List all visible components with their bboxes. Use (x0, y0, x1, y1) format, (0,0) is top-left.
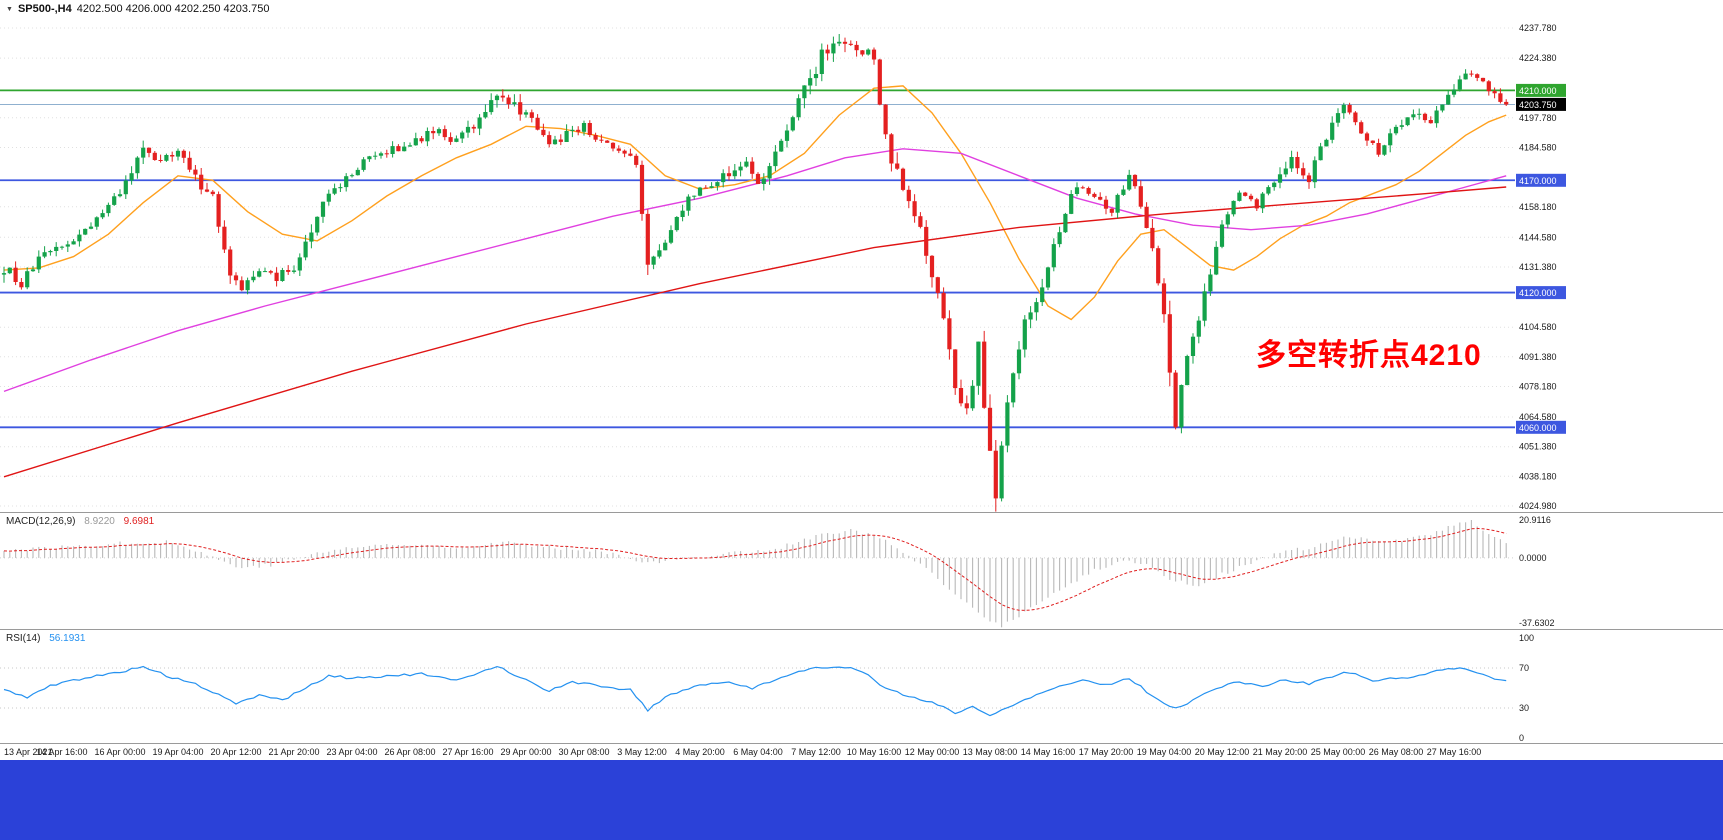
panel-separator[interactable] (0, 512, 1723, 513)
date-label: 26 Apr 08:00 (384, 747, 435, 757)
macd-label: MACD(12,26,9) 8.9220 9.6981 (6, 516, 154, 527)
macd-axis-label: 20.9116 (1519, 515, 1551, 525)
date-label: 4 May 20:00 (675, 747, 725, 757)
chart-title: ▼ SP500-,H4 4202.500 4206.000 4202.250 4… (6, 3, 269, 15)
rsi-name: RSI(14) (6, 633, 41, 644)
time-axis[interactable]: 13 Apr 2021 14 Apr 16:00 16 Apr 00:00 19 Ap… (0, 744, 1723, 760)
rsi-value: 56.1931 (49, 633, 86, 644)
price-axis-label: 4038.180 (1519, 471, 1557, 481)
ohlc-values: 4202.500 4206.000 4202.250 4203.750 (76, 3, 270, 15)
price-tag-4210.000: 4210.000 (1516, 83, 1566, 97)
date-label: 30 Apr 08:00 (558, 747, 609, 757)
macd-axis-label: -37.6302 (1519, 618, 1555, 628)
price-axis-label: 4144.580 (1519, 232, 1557, 242)
price-gridlines: 4237.780 4224.380 4197.780 4184.580 4158.180… (0, 23, 1557, 511)
macd-axis-label: 0.0000 (1519, 553, 1547, 563)
price-tag-4170.000: 4170.000 (1516, 173, 1566, 187)
price-axis-label: 4184.580 (1519, 143, 1557, 153)
date-label: 17 May 20:00 (1079, 747, 1134, 757)
symbol-marker-icon: ▼ (6, 5, 13, 13)
price-chart-canvas[interactable]: 4237.780 4224.380 4197.780 4184.580 4158.180… (0, 0, 1723, 513)
date-label: 23 Apr 04:00 (326, 747, 377, 757)
date-label: 7 May 12:00 (791, 747, 841, 757)
macd-canvas[interactable]: 20.9116 0.0000 -37.6302 (0, 513, 1723, 629)
svg-text:4120.000: 4120.000 (1519, 288, 1557, 298)
date-label: 27 May 16:00 (1427, 747, 1482, 757)
rsi-axis-label: 100 (1519, 633, 1534, 643)
price-axis-label: 4104.580 (1519, 322, 1557, 332)
date-label: 21 May 20:00 (1253, 747, 1308, 757)
date-label: 21 Apr 20:00 (268, 747, 319, 757)
price-axis-label: 4091.380 (1519, 352, 1557, 362)
ma-fast-orange (3, 85, 1507, 321)
price-axis-label: 4131.380 (1519, 262, 1557, 272)
rsi-panel[interactable]: 100 70 30 0 RSI(14) 56.1931 (0, 630, 1723, 744)
price-tag-4120.000: 4120.000 (1516, 286, 1566, 300)
date-label: 27 Apr 16:00 (442, 747, 493, 757)
price-axis-label: 4051.380 (1519, 442, 1557, 452)
pivot-annotation: 多空转折点4210 (1256, 339, 1482, 372)
macd-signal-line (3, 527, 1507, 611)
date-label: 20 Apr 12:00 (210, 747, 261, 757)
price-axis-label: 4064.580 (1519, 412, 1557, 422)
date-label: 25 May 00:00 (1311, 747, 1366, 757)
price-axis-label: 4078.180 (1519, 382, 1557, 392)
price-axis-label: 4224.380 (1519, 53, 1557, 63)
symbol-name: SP500-,H4 (17, 3, 72, 15)
candlestick-series (1, 34, 1509, 512)
date-label: 6 May 04:00 (733, 747, 783, 757)
date-label: 19 May 04:00 (1137, 747, 1192, 757)
date-label: 20 May 12:00 (1195, 747, 1250, 757)
rsi-label: RSI(14) 56.1931 (6, 633, 85, 644)
date-label: 29 Apr 00:00 (500, 747, 551, 757)
macd-panel[interactable]: 20.9116 0.0000 -37.6302 MACD(12,26,9) 8.92… (0, 513, 1723, 629)
svg-text:4170.000: 4170.000 (1519, 176, 1557, 186)
price-tag-4060.000: 4060.000 (1516, 420, 1566, 434)
price-axis-label: 4237.780 (1519, 23, 1557, 33)
ma-slow-red (3, 186, 1507, 478)
ma-medium-magenta (3, 148, 1507, 393)
macd-signal-value: 9.6981 (123, 516, 155, 527)
date-label: 14 May 16:00 (1021, 747, 1076, 757)
rsi-axis-label: 70 (1519, 663, 1529, 673)
macd-main-value: 8.9220 (84, 516, 115, 527)
date-label: 10 May 16:00 (847, 747, 902, 757)
date-label: 19 Apr 04:00 (152, 747, 203, 757)
price-tag-4203.750: 4203.750 (1516, 97, 1566, 111)
svg-text:4203.750: 4203.750 (1519, 100, 1557, 110)
price-axis-label: 4197.780 (1519, 113, 1557, 123)
rsi-line (3, 665, 1507, 717)
date-label: 13 Apr 2021 (4, 747, 53, 757)
date-label: 26 May 08:00 (1369, 747, 1424, 757)
price-chart-panel[interactable]: 4237.780 4224.380 4197.780 4184.580 4158.180… (0, 0, 1723, 513)
svg-text:4060.000: 4060.000 (1519, 423, 1557, 433)
panel-separator (0, 743, 1723, 744)
svg-text:4210.000: 4210.000 (1519, 86, 1557, 96)
date-label: 3 May 12:00 (617, 747, 667, 757)
rsi-axis-label: 30 (1519, 703, 1529, 713)
footer-bar (0, 760, 1723, 840)
date-label: 14 Apr 16:00 (36, 747, 87, 757)
macd-histogram (3, 520, 1507, 628)
price-axis-label: 4158.180 (1519, 202, 1557, 212)
rsi-canvas[interactable]: 100 70 30 0 (0, 630, 1723, 744)
macd-name: MACD(12,26,9) (6, 516, 76, 527)
date-label: 12 May 00:00 (905, 747, 960, 757)
date-label: 13 May 08:00 (963, 747, 1018, 757)
date-label: 16 Apr 00:00 (94, 747, 145, 757)
rsi-axis-label: 0 (1519, 733, 1524, 743)
panel-separator[interactable] (0, 629, 1723, 630)
price-axis-label: 4024.980 (1519, 501, 1557, 511)
